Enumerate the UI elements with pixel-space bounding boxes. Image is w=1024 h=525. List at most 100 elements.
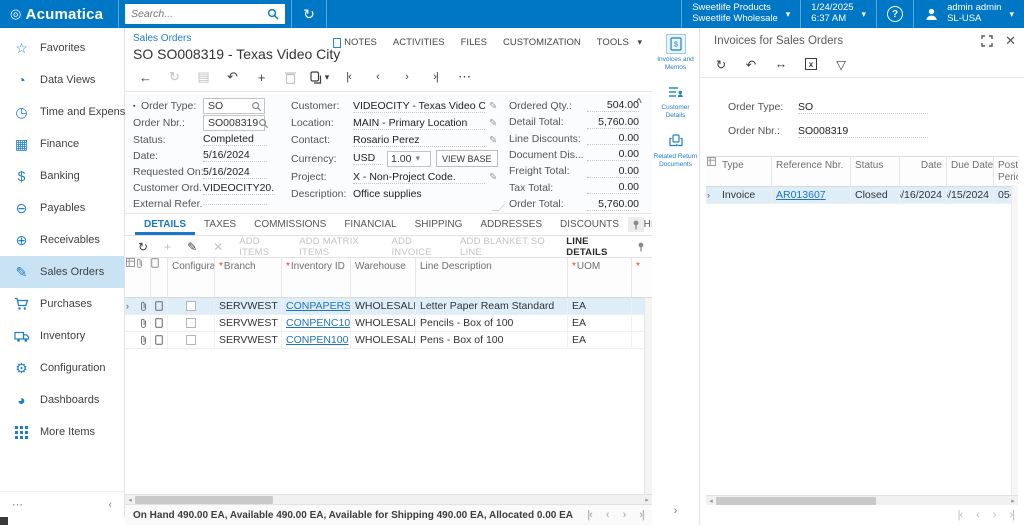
note-icon[interactable] — [155, 301, 163, 311]
user-menu[interactable]: admin admin SL-USA ▾ — [914, 0, 1024, 28]
next-record-button[interactable]: › — [392, 66, 421, 88]
sidebar-item-data-views[interactable]: ◔ Data Views — [0, 64, 124, 96]
add-blanket-so-line-button[interactable]: ADD BLANKET SO LINE — [453, 237, 557, 257]
pager-next-button[interactable]: › — [993, 509, 996, 521]
sidebar-item-banking[interactable]: $ Banking — [0, 160, 124, 192]
tab-shipping[interactable]: SHIPPING — [406, 219, 472, 235]
pin-tabs-button[interactable] — [628, 217, 644, 232]
column-header-line-description[interactable]: Line Description — [416, 258, 568, 297]
company-selector[interactable]: Sweetlife Products Sweetlife Wholesale ▾ — [682, 0, 800, 28]
requested-on-value[interactable]: 5/16/2024 — [203, 166, 267, 179]
last-record-button[interactable]: ›| — [421, 66, 450, 88]
sidebar-item-configuration[interactable]: ⚙ Configuration — [0, 352, 124, 384]
back-button[interactable]: ← — [131, 66, 160, 88]
search-box[interactable] — [125, 4, 285, 24]
notes-column-header[interactable] — [151, 258, 168, 297]
pin-toolbar-button[interactable] — [630, 237, 652, 257]
attachment-column-header[interactable] — [136, 258, 151, 297]
scroll-left-arrow[interactable]: ◂ — [706, 497, 716, 505]
inventory-id-link[interactable]: CONPENC100 — [286, 317, 351, 329]
uom-cell[interactable]: EA — [568, 315, 632, 331]
paperclip-icon[interactable] — [140, 318, 147, 329]
project-value[interactable]: X - Non-Project Code. — [353, 171, 485, 184]
fit-to-screen-button[interactable]: ↔ — [768, 54, 794, 74]
view-base-button[interactable]: VIEW BASE — [436, 150, 498, 167]
tab-commissions[interactable]: COMMISSIONS — [245, 219, 335, 235]
refresh-grid-button[interactable]: ↻ — [131, 237, 155, 257]
warehouse-cell[interactable]: WHOLESALE — [351, 332, 416, 348]
edit-pencil-icon[interactable]: ✎ — [489, 101, 497, 112]
add-matrix-items-button[interactable]: ADD MATRIX ITEMS — [292, 237, 382, 257]
table-row[interactable]: SERVWEST CONPENC100 WHOLESALE Pencils - … — [125, 315, 652, 332]
column-header-due-date[interactable]: Due Date — [947, 157, 994, 186]
more-actions-button[interactable]: ⋯ — [450, 66, 479, 88]
sidebar-item-receivables[interactable]: ⊕ Receivables — [0, 224, 124, 256]
pager-last-button[interactable]: ›| — [639, 509, 644, 521]
branch-cell[interactable]: SERVWEST — [215, 332, 282, 348]
currency-rate-combo[interactable]: 1.00 ▾ — [387, 151, 431, 167]
tab-details[interactable]: DETAILS — [135, 219, 195, 235]
currency-value[interactable]: USD — [353, 152, 383, 165]
tab-financial[interactable]: FINANCIAL — [335, 219, 405, 235]
search-icon[interactable] — [267, 8, 279, 20]
horizontal-scrollbar[interactable]: ◂ ▸ — [125, 494, 652, 504]
sidebar-item-finance[interactable]: ▦ Finance — [0, 128, 124, 160]
order-nbr-field[interactable]: SO008319 — [203, 115, 265, 131]
grid-settings-icon[interactable] — [125, 258, 136, 297]
column-header-type[interactable]: Type — [718, 157, 772, 186]
sidebar-item-payables[interactable]: ⊖ Payables — [0, 192, 124, 224]
description-value[interactable]: Office supplies — [353, 188, 485, 200]
configurable-checkbox[interactable] — [186, 335, 196, 345]
save-close-button[interactable]: ↻ — [160, 66, 189, 88]
column-header-quantity-cut[interactable]: * — [632, 258, 652, 297]
inventory-id-link[interactable]: CONPEN100 — [286, 334, 348, 346]
add-row-button[interactable]: + — [157, 237, 178, 257]
insert-button[interactable]: + — [247, 66, 276, 88]
save-button[interactable]: ▤ — [189, 66, 218, 88]
close-panel-button[interactable]: ✕ — [1005, 33, 1016, 49]
horizontal-scrollbar[interactable]: ◂ ▸ — [706, 495, 1018, 505]
paperclip-icon[interactable] — [140, 335, 147, 346]
search-input[interactable] — [131, 8, 267, 20]
warehouse-cell[interactable]: WHOLESALE — [351, 315, 416, 331]
customization-button[interactable]: CUSTOMIZATION — [503, 37, 581, 48]
table-row[interactable]: › SERVWEST CONPAPERST WHOLESALE Letter P… — [125, 298, 652, 315]
tab-taxes[interactable]: TAXES — [195, 219, 245, 235]
delete-button[interactable] — [276, 66, 305, 88]
contact-value[interactable]: Rosario Perez — [353, 134, 485, 147]
sidebar-item-dashboards[interactable]: ◕ Dashboards — [0, 384, 124, 416]
scroll-right-arrow[interactable]: ▸ — [1008, 497, 1018, 505]
first-record-button[interactable]: |‹ — [334, 66, 363, 88]
column-header-configurat[interactable]: Configurat — [168, 258, 215, 297]
vertical-scrollbar[interactable] — [644, 298, 652, 494]
cancel-button[interactable]: ↶ — [218, 66, 247, 88]
status-cell[interactable]: Closed — [851, 187, 900, 203]
panel-cancel-button[interactable]: ↶ — [738, 54, 764, 74]
column-header-post-period[interactable]: Post Period — [994, 157, 1018, 186]
scrollbar-thumb[interactable] — [135, 496, 273, 504]
configurable-checkbox[interactable] — [186, 318, 196, 328]
delete-row-button[interactable]: ✕ — [206, 237, 230, 257]
scrollbar-thumb[interactable] — [716, 497, 876, 505]
files-button[interactable]: FILES — [461, 37, 487, 48]
column-header-branch[interactable]: *Branch — [215, 258, 282, 297]
pager-first-button[interactable]: |‹ — [587, 509, 592, 521]
expand-panel-button[interactable]: › — [674, 505, 678, 517]
scroll-right-arrow[interactable]: ▸ — [642, 496, 652, 504]
order-type-field[interactable]: SO — [203, 98, 265, 114]
line-description-cell[interactable]: Letter Paper Ream Standard — [416, 298, 568, 314]
acumatica-logo[interactable]: ◎ Acumatica — [0, 6, 118, 23]
sidebar-item-favorites[interactable]: ☆ Favorites — [0, 32, 124, 64]
configurable-checkbox[interactable] — [186, 301, 196, 311]
uom-cell[interactable]: EA — [568, 298, 632, 314]
sidebar-item-inventory[interactable]: Inventory — [0, 320, 124, 352]
date-value[interactable]: 5/16/2024 — [203, 149, 267, 162]
customer-order-value[interactable]: VIDEOCITY20... — [203, 182, 275, 195]
fullscreen-button[interactable] — [981, 35, 993, 47]
tools-menu-button[interactable]: TOOLS ▾ — [597, 37, 642, 48]
line-details-button[interactable]: LINE DETAILS — [559, 237, 628, 257]
table-row[interactable]: SERVWEST CONPEN100 WHOLESALE Pens - Box … — [125, 332, 652, 349]
panel-refresh-button[interactable]: ↻ — [708, 54, 734, 74]
help-button[interactable]: ? — [877, 0, 913, 28]
panel-order-type-value[interactable]: SO — [798, 101, 928, 114]
